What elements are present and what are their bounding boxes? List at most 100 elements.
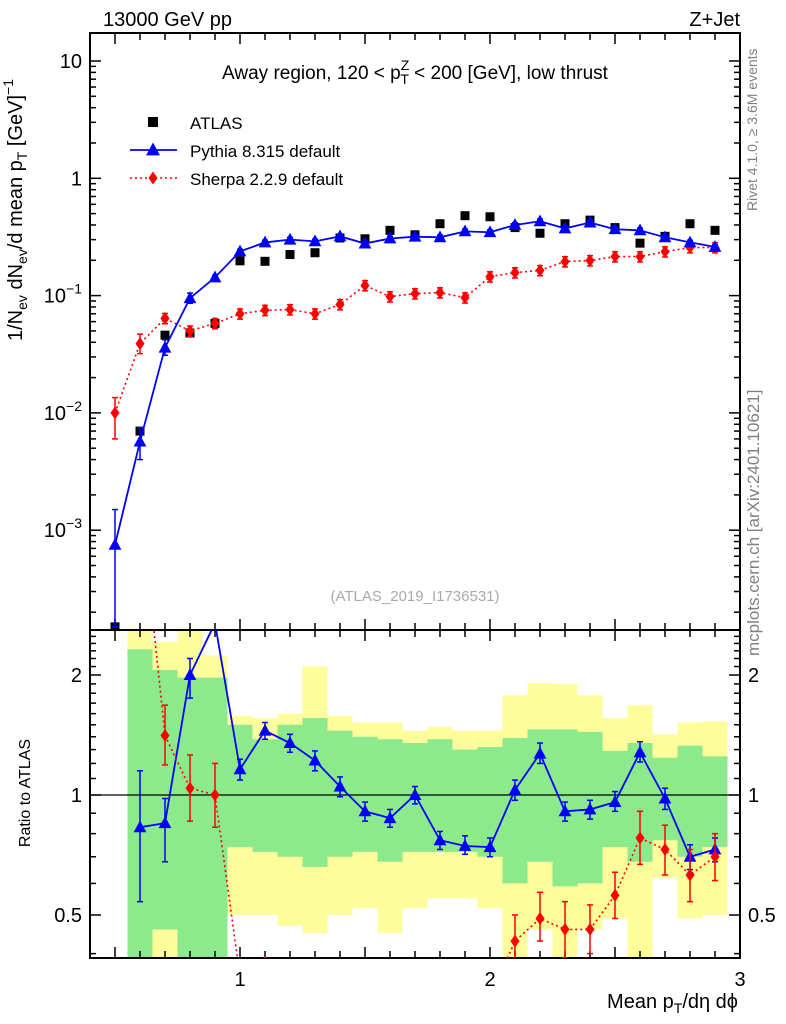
data-point-diamond [210,316,220,330]
data-point-triangle [358,236,372,249]
ratio-ytick-label-left: 0.5 [54,905,82,927]
data-point-triangle [133,820,147,833]
data-point-triangle [408,788,422,800]
legend-label-atlas: ATLAS [190,114,243,133]
xtick-label: 1 [234,969,245,991]
data-point-diamond [610,250,620,264]
data-point-diamond [310,307,320,321]
xtick-label: 2 [484,969,495,991]
data-point-diamond [336,1015,345,1024]
data-point-triangle [533,214,547,227]
data-point-square [635,238,645,248]
data-point-diamond [410,287,420,301]
data-point-square [385,225,395,235]
data-point-triangle [558,221,572,234]
data-point-diamond [585,254,595,268]
ytick-label: 1 [71,168,82,190]
data-point-diamond [185,324,195,338]
data-point-triangle [458,224,472,237]
band-green [352,736,378,852]
data-point-diamond [148,171,158,185]
axis-labels: 10 1 10−1 10−2 10−3 2 2 1 1 0.5 0.5 1 2 3 Away region,… [0,51,776,1016]
yaxis-label: 1/Nev dNev/d mean pT [GeV]−1 [0,79,30,341]
ratio-ytick-label-left: 1 [71,785,82,807]
ratio-panel-frame [89,629,741,959]
data-point-triangle [233,762,247,775]
data-point-triangle [658,230,672,243]
data-point-diamond [361,961,370,974]
data-point-triangle [333,779,347,792]
data-point-diamond [386,997,395,1010]
data-point-diamond [411,991,420,1004]
data-point-triangle [483,840,497,853]
data-point-diamond [435,286,445,300]
legend-item-pythia [130,142,177,156]
data-point-triangle [358,804,372,817]
legend [130,117,177,185]
data-point-square [310,248,320,258]
data-point-triangle [458,839,472,851]
data-point-triangle [383,231,397,244]
ytick-label: 10−3 [44,515,82,542]
data-point-triangle [583,802,597,815]
data-point-triangle [183,668,197,680]
data-point-diamond [660,245,670,259]
data-point-diamond [560,255,570,269]
data-point-triangle [283,736,297,748]
data-point-diamond [110,406,120,420]
data-point-triangle [633,745,647,758]
data-point-square [710,225,720,235]
ratio-ytick-label-left: 2 [71,665,82,687]
data-point-triangle [508,218,522,230]
data-point-triangle [146,142,160,156]
data-point-diamond [160,729,170,743]
ratio-pythia-series-line [139,630,716,858]
watermark: (ATLAS_2019_I1736531) [330,588,499,605]
data-point-triangle [158,816,172,829]
ratio-ylabel: Ratio to ATLAS [17,739,34,847]
data-point-triangle [308,753,322,766]
data-point-diamond [560,922,570,936]
data-point-square [685,219,695,229]
data-point-triangle [533,746,547,759]
atlas-series [110,211,720,630]
data-point-diamond [535,911,545,925]
data-point-diamond [510,934,520,948]
ratio-ytick-label-right: 2 [748,665,759,687]
band-green [227,724,253,848]
data-point-diamond [135,337,145,351]
ytick-label: 10−1 [44,281,82,308]
data-point-triangle [583,215,597,228]
header-process: Z+Jet [689,9,740,31]
ratio-ytick-label-right: 0.5 [748,905,776,927]
data-point-triangle [308,234,322,247]
pythia-series-line [114,220,716,546]
sherpa-series [110,241,720,440]
data-point-triangle [608,795,622,808]
data-point-triangle [158,340,172,353]
data-point-triangle [433,833,447,846]
legend-item-sherpa [130,171,177,185]
data-point-square [460,211,470,221]
data-point-square [148,117,158,127]
data-point-triangle [633,223,647,236]
data-point-diamond [510,266,520,280]
legend-label-pythia: Pythia 8.315 default [190,142,341,161]
data-point-diamond [710,850,720,864]
data-point-triangle [608,222,622,235]
data-point-diamond [335,297,345,311]
data-point-diamond [635,831,645,845]
data-point-square [235,256,245,266]
data-point-diamond [235,307,245,321]
band-green [377,739,403,862]
data-point-triangle [408,229,422,242]
data-point-triangle [233,244,247,257]
uncertainty-bands [127,630,728,958]
data-point-triangle [383,811,397,824]
data-point-diamond [660,842,670,856]
ratio-sherpa-series [153,630,720,1024]
data-point-diamond [610,888,620,902]
ratio-panel-data [133,630,722,1024]
top-panel-data [108,211,722,630]
